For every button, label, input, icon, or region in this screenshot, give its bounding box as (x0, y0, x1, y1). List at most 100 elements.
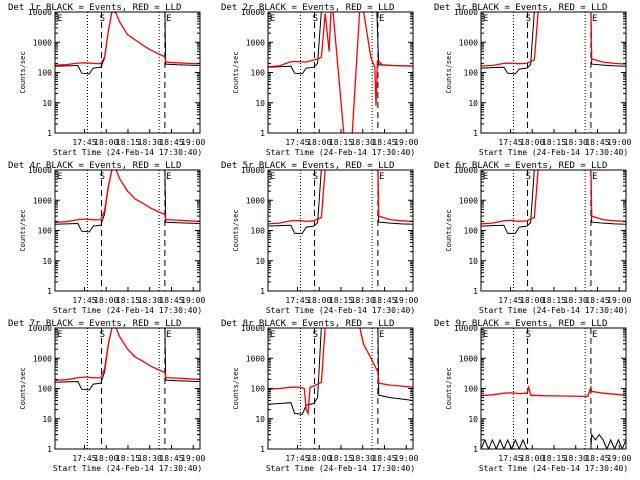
x-tick-label: 18:45 (372, 296, 396, 305)
y-tick-label: 1000 (459, 38, 478, 47)
x-tick-label: 18:45 (372, 138, 396, 147)
x-tick-label: 17:45 (285, 138, 309, 147)
y-tick-label: 100 (38, 227, 53, 236)
x-axis-label: Start Time (24-Feb-14 17:30:40) (479, 464, 628, 473)
event-marker: E (379, 172, 384, 182)
y-tick-label: 10 (468, 99, 478, 108)
x-axis-label: Start Time (24-Feb-14 17:30:40) (53, 306, 202, 315)
event-marker: E (57, 330, 62, 340)
y-tick-label: 10000 (241, 8, 265, 17)
y-axis-label: Counts/sec (445, 209, 453, 251)
event-marker: S (313, 14, 318, 24)
event-marker: E (270, 172, 275, 182)
y-tick-label: 100 (38, 385, 53, 394)
y-tick-label: 100 (464, 69, 479, 78)
plot-frame (480, 11, 627, 134)
lld-series-line (268, 12, 413, 133)
y-axis-label: Counts/sec (445, 367, 453, 409)
y-tick-label: 1000 (246, 38, 265, 47)
event-marker: E (379, 330, 384, 340)
y-tick-label: 1 (473, 129, 478, 138)
events-series-line (481, 12, 626, 75)
x-axis-label: Start Time (24-Feb-14 17:30:40) (266, 148, 415, 157)
x-tick-label: 18:00 (94, 138, 118, 147)
panel-title: Det 2r BLACK = Events, RED = LLD (221, 3, 394, 13)
x-axis-label: Start Time (24-Feb-14 17:30:40) (266, 464, 415, 473)
lld-series-line (55, 12, 200, 66)
x-tick-label: 18:15 (542, 454, 566, 463)
lld-series-line (55, 328, 200, 382)
y-axis-label: Counts/sec (19, 367, 27, 409)
event-marker: S (313, 172, 318, 182)
event-marker: E (592, 330, 597, 340)
y-tick-label: 1000 (33, 354, 52, 363)
x-tick-label: 19:00 (607, 296, 631, 305)
y-tick-label: 1000 (33, 196, 52, 205)
x-tick-label: 18:30 (138, 454, 162, 463)
x-tick-label: 17:45 (285, 454, 309, 463)
panel-title: Det 7r BLACK = Events, RED = LLD (8, 319, 181, 329)
y-tick-label: 1000 (246, 196, 265, 205)
y-tick-label: 100 (464, 227, 479, 236)
y-tick-label: 1000 (33, 38, 52, 47)
y-tick-label: 10 (42, 99, 52, 108)
events-series-line (268, 12, 413, 75)
x-axis-label: Start Time (24-Feb-14 17:30:40) (53, 148, 202, 157)
x-tick-label: 18:30 (564, 296, 588, 305)
x-tick-label: 17:45 (72, 138, 96, 147)
x-tick-label: 19:00 (394, 454, 418, 463)
panel-title: Det 9r BLACK = Events, RED = LLD (434, 319, 607, 329)
x-axis-label: Start Time (24-Feb-14 17:30:40) (53, 464, 202, 473)
event-marker: E (483, 14, 488, 24)
y-axis-label: Counts/sec (232, 367, 240, 409)
events-series-line (481, 170, 626, 234)
x-tick-label: 18:30 (351, 454, 375, 463)
y-axis-label: Counts/sec (19, 51, 27, 93)
event-marker: E (57, 14, 62, 24)
x-tick-label: 17:45 (72, 454, 96, 463)
plot-frame (54, 327, 201, 450)
y-tick-label: 1000 (459, 196, 478, 205)
y-tick-label: 10 (468, 415, 478, 424)
y-tick-label: 1 (47, 287, 52, 296)
x-tick-label: 18:30 (351, 296, 375, 305)
panel-1: Det 1r BLACK = Events, RED = LLD 1 10 100 10… (8, 3, 205, 157)
x-tick-label: 18:30 (138, 296, 162, 305)
x-tick-label: 17:45 (72, 296, 96, 305)
x-tick-label: 18:45 (159, 296, 183, 305)
panel-6: Det 6r BLACK = Events, RED = LLD 1 10 100 10… (434, 161, 631, 315)
events-series-line (55, 328, 200, 391)
y-tick-label: 100 (464, 385, 479, 394)
y-tick-label: 100 (251, 227, 266, 236)
plot-frame (54, 11, 201, 134)
event-marker: S (100, 330, 105, 340)
x-tick-label: 18:15 (542, 138, 566, 147)
panel-title: Det 5r BLACK = Events, RED = LLD (221, 161, 394, 171)
x-axis-label: Start Time (24-Feb-14 17:30:40) (479, 148, 628, 157)
x-tick-label: 18:15 (329, 296, 353, 305)
panel-title: Det 3r BLACK = Events, RED = LLD (434, 3, 607, 13)
x-tick-label: 18:45 (372, 454, 396, 463)
x-tick-label: 19:00 (607, 454, 631, 463)
event-marker: E (483, 330, 488, 340)
lld-series-line (481, 384, 626, 398)
y-tick-label: 10 (468, 257, 478, 266)
x-tick-label: 18:30 (564, 138, 588, 147)
panel-title: Det 8r BLACK = Events, RED = LLD (221, 319, 394, 329)
event-marker: S (313, 330, 318, 340)
x-tick-label: 19:00 (181, 138, 205, 147)
y-tick-label: 10 (42, 415, 52, 424)
x-tick-label: 18:45 (159, 454, 183, 463)
event-marker: E (270, 330, 275, 340)
x-tick-label: 18:15 (116, 296, 140, 305)
y-tick-label: 10000 (241, 166, 265, 175)
events-series-line (481, 433, 626, 449)
event-marker: E (166, 172, 171, 182)
x-tick-label: 18:45 (159, 138, 183, 147)
y-axis-label: Counts/sec (19, 209, 27, 251)
y-tick-label: 1 (47, 445, 52, 454)
y-tick-label: 10 (255, 99, 265, 108)
event-marker: S (526, 14, 531, 24)
events-series-line (268, 328, 413, 415)
x-tick-label: 17:45 (498, 296, 522, 305)
